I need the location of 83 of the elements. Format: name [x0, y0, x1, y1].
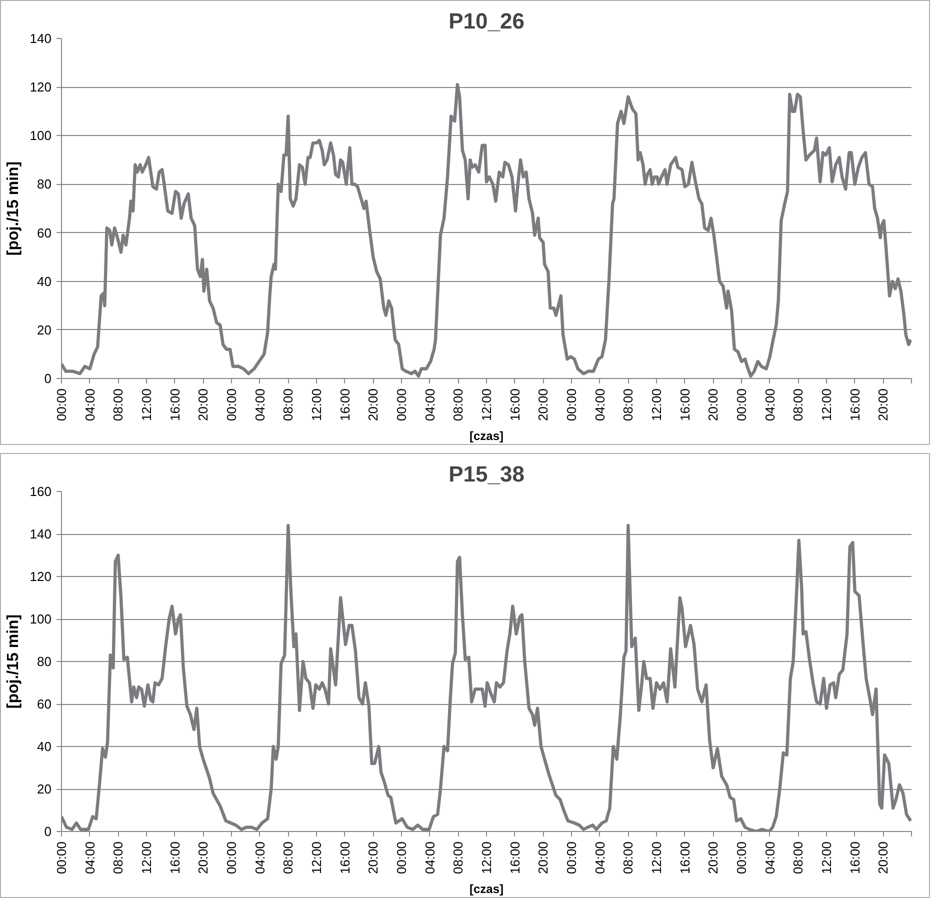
y-tick-label: 140: [30, 31, 52, 46]
x-tick-label: 20:00: [196, 388, 211, 422]
x-tick-label: 16:00: [847, 388, 862, 422]
x-tick-label: 04:00: [82, 388, 98, 422]
x-tick-label: 16:00: [847, 841, 862, 874]
x-tick-label: 16:00: [677, 841, 692, 874]
y-tick-label: 20: [37, 322, 52, 338]
x-tick-label: 04:00: [82, 841, 98, 874]
x-tick-label: 12:00: [479, 841, 494, 874]
x-tick-label: 20:00: [366, 388, 381, 422]
x-tick-label: 20:00: [536, 388, 551, 422]
y-tick-label: 0: [44, 824, 52, 839]
y-tick-label: 120: [30, 80, 52, 95]
x-tick-label: 12:00: [649, 841, 664, 874]
x-tick-label: 20:00: [876, 388, 891, 422]
x-tick-label: 12:00: [309, 841, 324, 874]
x-tick-label: 00:00: [54, 841, 69, 874]
x-tick-label: 20:00: [536, 841, 551, 874]
x-tick-label: 16:00: [167, 841, 182, 874]
x-tick-label: 00:00: [734, 388, 749, 422]
x-tick-label: 08:00: [790, 841, 806, 874]
x-tick-label: 16:00: [677, 388, 692, 422]
x-tick-label: 20:00: [366, 841, 381, 874]
x-tick-label: 00:00: [564, 841, 579, 874]
x-tick-label: 08:00: [450, 388, 466, 422]
x-tick-label: 12:00: [309, 388, 324, 422]
x-tick-label: 08:00: [620, 841, 636, 874]
y-tick-label: 80: [37, 654, 52, 669]
x-tick-label: 08:00: [110, 841, 126, 874]
y-tick-label: 80: [37, 176, 52, 192]
x-tick-label: 12:00: [649, 388, 664, 422]
x-tick-label: 08:00: [280, 388, 296, 422]
y-axis-title: [poj./15 min]: [4, 161, 22, 256]
x-tick-label: 08:00: [280, 841, 296, 874]
y-tick-label: 120: [30, 569, 52, 584]
x-tick-label: 00:00: [54, 388, 69, 422]
y-tick-label: 140: [30, 526, 52, 542]
x-tick-label: 12:00: [139, 388, 154, 422]
x-tick-label: 00:00: [224, 841, 239, 874]
x-tick-label: 00:00: [394, 388, 409, 422]
x-tick-label: 00:00: [394, 841, 409, 874]
x-tick-label: 04:00: [762, 388, 778, 422]
x-tick-label: 12:00: [139, 841, 154, 874]
y-tick-label: 0: [44, 371, 52, 386]
x-tick-label: 20:00: [706, 841, 721, 874]
x-tick-label: 20:00: [196, 841, 211, 874]
y-tick-label: 100: [30, 612, 52, 626]
x-tick-label: 04:00: [592, 388, 608, 422]
x-tick-label: 00:00: [734, 841, 749, 874]
x-tick-label: 20:00: [706, 388, 721, 422]
x-tick-label: 16:00: [507, 841, 522, 874]
x-tick-label: 08:00: [790, 388, 806, 422]
x-tick-label: 16:00: [337, 841, 352, 874]
x-tick-label: 12:00: [479, 388, 494, 422]
x-tick-label: 04:00: [252, 388, 268, 422]
x-tick-label: 16:00: [337, 388, 352, 422]
x-tick-label: 04:00: [252, 841, 268, 874]
x-tick-label: 04:00: [762, 841, 778, 874]
x-axis-title: [czas]: [469, 882, 504, 896]
x-tick-label: 04:00: [422, 841, 438, 874]
x-tick-label: 08:00: [620, 388, 636, 422]
y-tick-label: 100: [30, 128, 52, 144]
y-tick-label: 160: [30, 484, 52, 499]
x-tick-label: 04:00: [592, 841, 608, 874]
x-tick-label: 08:00: [110, 388, 126, 422]
x-tick-label: 12:00: [819, 388, 834, 422]
x-tick-label: 08:00: [450, 841, 466, 874]
x-tick-label: 04:00: [422, 388, 438, 422]
y-tick-label: 40: [37, 739, 52, 754]
chart-title: P15_38: [448, 462, 524, 486]
y-tick-label: 60: [37, 696, 52, 712]
x-tick-label: 16:00: [507, 388, 522, 422]
chart-title: P10_26: [448, 8, 524, 34]
y-tick-label: 20: [37, 782, 52, 796]
x-tick-label: 12:00: [819, 841, 834, 874]
x-tick-label: 00:00: [224, 388, 239, 422]
y-axis-title: [poj./15 min]: [4, 614, 22, 709]
x-axis-title: [czas]: [469, 429, 504, 444]
x-tick-label: 20:00: [876, 841, 891, 874]
x-tick-label: 00:00: [564, 388, 579, 422]
y-tick-label: 60: [37, 225, 52, 240]
y-tick-label: 40: [37, 274, 52, 289]
x-tick-label: 16:00: [167, 388, 182, 422]
